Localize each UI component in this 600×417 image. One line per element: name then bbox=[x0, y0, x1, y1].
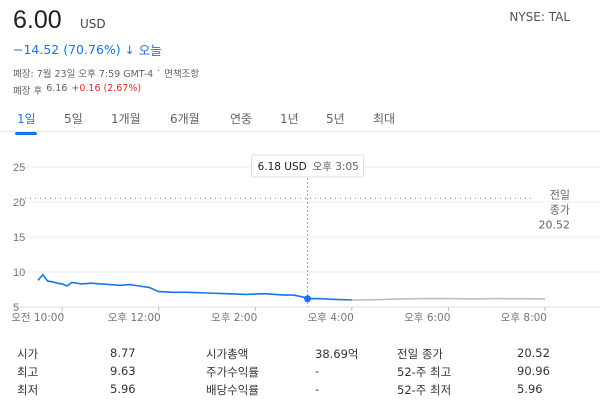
stat-open-value: 8.77 bbox=[110, 346, 136, 360]
price-series-regular bbox=[37, 273, 352, 301]
separator: · bbox=[157, 66, 161, 77]
tabs-divider bbox=[0, 131, 600, 132]
prev-close-value: 20.52 bbox=[539, 218, 571, 231]
stat-low-value: 5.96 bbox=[110, 382, 136, 396]
close-time: 폐장: 7월 23일 오후 7:59 GMT-4 bbox=[13, 69, 154, 80]
stat-52wk-high-value: 90.96 bbox=[517, 364, 550, 378]
change-value: −14.52 (70.76%) bbox=[13, 42, 121, 57]
price-marker bbox=[304, 295, 312, 303]
stat-mktcap-value: 38.69억 bbox=[315, 347, 359, 361]
after-hours-change: +0.16 (2.67%) bbox=[71, 83, 142, 94]
prev-close-label: 전일 종가 20.52 bbox=[539, 187, 571, 231]
stat-prevclose-value: 20.52 bbox=[517, 346, 550, 360]
tab-6m[interactable]: 6개월 bbox=[170, 112, 200, 126]
tab-5y[interactable]: 5년 bbox=[326, 112, 345, 126]
stat-low-label: 최저 bbox=[17, 383, 39, 397]
prev-close-label-line2: 종가 bbox=[550, 203, 570, 216]
range-tabs: 1일 5일 1개월 6개월 연중 1년 5년 최대 bbox=[0, 110, 600, 135]
prev-close-label-line1: 전일 bbox=[550, 187, 570, 201]
stat-52wk-high-label: 52-주 최고 bbox=[397, 365, 452, 379]
tab-1d[interactable]: 1일 bbox=[17, 112, 36, 126]
tab-1y[interactable]: 1년 bbox=[280, 112, 299, 126]
price-chart[interactable]: 5 10 15 20 25 오전 10:00 오후 12:00 오후 2:00 오후 4:00… bbox=[0, 150, 600, 330]
x-tick-label: 오후 4:00 bbox=[308, 312, 354, 324]
arrow-down-icon: ↓ bbox=[124, 42, 135, 57]
x-axis: 오전 10:00 오후 12:00 오후 2:00 오후 4:00 오후 6:00 오후 … bbox=[11, 307, 547, 324]
disclaimer-link[interactable]: 면책조항 bbox=[164, 69, 200, 80]
x-tick-label: 오후 8:00 bbox=[501, 312, 547, 324]
y-tick-label: 10 bbox=[13, 267, 25, 279]
tooltip-box bbox=[251, 154, 365, 178]
tab-max[interactable]: 최대 bbox=[373, 112, 396, 126]
stat-high-label: 최고 bbox=[17, 365, 39, 379]
ticker-symbol: NYSE: TAL bbox=[509, 10, 570, 24]
tooltip-time: 오후 3:05 bbox=[313, 161, 359, 173]
price-tooltip: 6.18 USD 오후 3:05 bbox=[251, 154, 365, 178]
price-change: −14.52 (70.76%) ↓ 오늘 bbox=[13, 40, 162, 59]
x-tick-label: 오전 10:00 bbox=[11, 312, 64, 324]
stat-divyield-label: 배당수익률 bbox=[206, 383, 259, 397]
tooltip-price: 6.18 USD bbox=[258, 161, 307, 173]
stock-price: 6.00 bbox=[13, 6, 62, 34]
y-axis: 5 10 15 20 25 bbox=[13, 162, 25, 314]
y-tick-label: 20 bbox=[13, 197, 25, 209]
stat-high-value: 9.63 bbox=[110, 364, 136, 378]
stat-52wk-low-label: 52-주 최저 bbox=[397, 383, 452, 397]
after-hours-price: 6.16 bbox=[46, 83, 68, 94]
x-tick-label: 오후 12:00 bbox=[108, 312, 161, 324]
change-period: 오늘 bbox=[138, 43, 162, 58]
y-tick-label: 15 bbox=[13, 232, 25, 244]
currency-label: USD bbox=[80, 17, 106, 31]
after-hours-label: 폐장 후 bbox=[13, 86, 43, 97]
stat-pe-label: 주가수익률 bbox=[206, 365, 259, 379]
tab-ytd[interactable]: 연중 bbox=[230, 112, 253, 126]
active-tab-indicator bbox=[15, 132, 37, 135]
stat-open-label: 시가 bbox=[17, 347, 39, 361]
close-info: 폐장: 7월 23일 오후 7:59 GMT-4 · 면책조항 bbox=[13, 66, 199, 80]
tab-5d[interactable]: 5일 bbox=[64, 112, 83, 126]
stat-pe-value: - bbox=[315, 364, 320, 378]
y-tick-label: 5 bbox=[13, 302, 19, 314]
y-tick-label: 25 bbox=[13, 162, 25, 174]
stat-divyield-value: - bbox=[315, 382, 320, 396]
tab-1m[interactable]: 1개월 bbox=[111, 112, 141, 126]
stat-prevclose-label: 전일 종가 bbox=[397, 347, 443, 361]
price-series-after-hours bbox=[351, 297, 546, 301]
x-tick-label: 오후 6:00 bbox=[404, 312, 450, 324]
stat-52wk-low-value: 5.96 bbox=[517, 382, 543, 396]
stat-mktcap-label: 시가총액 bbox=[206, 347, 249, 361]
x-tick-label: 오후 2:00 bbox=[211, 312, 257, 324]
after-hours-info: 폐장 후 6.16 +0.16 (2.67%) bbox=[13, 83, 141, 97]
chart-grid bbox=[20, 166, 600, 308]
